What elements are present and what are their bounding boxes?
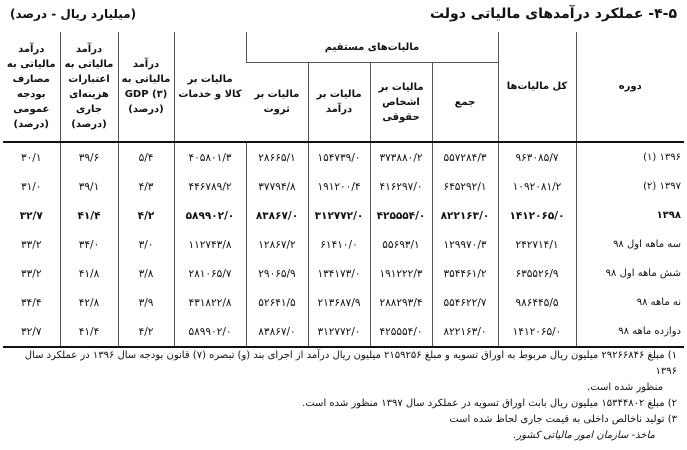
table-row: شش ماهه اول ۹۸ ۶۳۵۵۲۶/۹ ۳۵۴۴۶۱/۲ ۱۹۱۲۲۲/۳ ۱۳… xyxy=(3,259,684,288)
col-header-total: کل مالیات‌ها xyxy=(497,32,576,142)
cell-total: ۹۶۳۰۸۵/۷ xyxy=(497,141,576,172)
cell-total: ۹۸۶۴۴۵/۵ xyxy=(497,288,576,317)
cell-gdp: ۳/۰ xyxy=(117,230,174,259)
footnote-1: ۱) مبلغ ۲۹۲۶۶۸۴۶ میلیون ریال مربوط به او… xyxy=(24,350,677,377)
cell-goods: ۵۸۹۹۰۲/۰ xyxy=(173,201,246,230)
cell-sum: ۵۵۴۶۲۲/۷ xyxy=(431,288,498,317)
col-header-sum: جمع xyxy=(431,62,498,142)
col-header-ratio-gdp: درآمد مالیاتی به GDP (۳) (درصد) xyxy=(117,32,174,142)
tax-revenue-table: دوره کل مالیات‌ها مالیات‌های مستقیم مالی… xyxy=(3,32,684,348)
cell-period: دوازده ماهه ۹۸ xyxy=(575,317,684,348)
cell-period: شش ماهه اول ۹۸ xyxy=(575,259,684,288)
col-header-legal-persons: مالیات بر اشخاص حقوقی xyxy=(369,62,432,142)
header: ۴-۵- عملکرد درآمدهای مالیاتی دولت (میلیا… xyxy=(8,6,679,28)
cell-gdp: ۴/۲ xyxy=(117,201,174,230)
cell-wealth: ۲۹۰۶۵/۹ xyxy=(245,259,308,288)
cell-budget: ۳۱/۰ xyxy=(21,180,42,193)
cell-income: ۶۱۴۱۰/۰ xyxy=(307,230,370,259)
cell-wealth: ۳۷۷۹۴/۸ xyxy=(245,172,308,201)
cell-wealth: ۱۲۸۶۷/۲ xyxy=(245,230,308,259)
cell-legal: ۲۸۸۲۹۳/۴ xyxy=(369,288,432,317)
cell-income: ۲۱۳۶۸۷/۹ xyxy=(307,288,370,317)
cell-income: ۱۳۴۱۷۳/۰ xyxy=(307,259,370,288)
cell-wealth: ۵۲۶۴۱/۵ xyxy=(245,288,308,317)
cell-income: ۱۹۱۲۰۰/۴ xyxy=(307,172,370,201)
footnote-1-cont: منظور شده است. xyxy=(587,382,663,393)
cell-goods: ۴۴۶۷۸۹/۲ xyxy=(173,172,246,201)
col-header-ratio-budget: درآمد مالیاتی به مصارف بودجه عمومی (درصد… xyxy=(6,43,56,130)
cell-sum: ۸۲۲۱۶۳/۰ xyxy=(431,317,498,348)
cell-total: ۱۰۹۲۰۸۱/۲ xyxy=(497,172,576,201)
cell-period: ۱۳۹۸ xyxy=(575,201,684,230)
cell-current: ۳۴/۰ xyxy=(59,230,118,259)
cell-sum: ۸۲۲۱۶۳/۰ xyxy=(431,201,498,230)
col-header-period: دوره xyxy=(575,32,684,142)
table-row: ۱۳۹۶ (۱) ۹۶۳۰۸۵/۷ ۵۵۷۲۸۴/۳ ۳۷۳۸۸۰/۲ ۱۵۴۷۳۹/۰… xyxy=(3,141,684,172)
cell-goods: ۲۸۱۰۶۵/۷ xyxy=(173,259,246,288)
cell-current: ۴۱/۴ xyxy=(59,201,118,230)
cell-gdp: ۴/۲ xyxy=(117,317,174,348)
cell-legal: ۵۵۶۹۳/۱ xyxy=(369,230,432,259)
cell-goods: ۱۱۲۷۴۳/۸ xyxy=(173,230,246,259)
cell-legal: ۴۲۵۵۵۴/۰ xyxy=(369,201,432,230)
footnote-3: ۳) تولید ناخالص داخلی به قیمت جاری لحاظ … xyxy=(449,414,677,425)
cell-legal: ۴۱۶۲۹۷/۰ xyxy=(369,172,432,201)
cell-current: ۳۹/۶ xyxy=(59,141,118,172)
cell-current: ۴۱/۴ xyxy=(59,317,118,348)
table-row: ۱۳۹۷ (۲) ۱۰۹۲۰۸۱/۲ ۶۴۵۲۹۲/۱ ۴۱۶۲۹۷/۰ ۱۹۱۲۰۰/… xyxy=(3,172,684,201)
cell-period: سه ماهه اول ۹۸ xyxy=(575,230,684,259)
cell-current: ۴۲/۸ xyxy=(59,288,118,317)
cell-budget: ۳۲/۷ xyxy=(3,317,60,348)
cell-budget: ۳۰/۱ xyxy=(3,141,60,172)
cell-gdp: ۵/۴ xyxy=(117,141,174,172)
table-row: ۱۳۹۸ ۱۴۱۲۰۶۵/۰ ۸۲۲۱۶۳/۰ ۴۲۵۵۵۴/۰ ۳۱۲۷۷۲/۰ ۸۳۸… xyxy=(3,201,684,230)
source-note: ماخذ- سازمان امور مالیاتی کشور. xyxy=(513,430,655,441)
cell-budget: ۳۲/۷ xyxy=(19,209,43,222)
cell-wealth: ۸۳۸۶۷/۰ xyxy=(245,201,308,230)
col-header-ratio-current: درآمد مالیاتی به اعتبارات هزینه‌ای جاری … xyxy=(59,32,118,142)
col-header-goods-services: مالیات بر کالا و خدمات xyxy=(173,32,246,142)
cell-goods: ۵۸۹۹۰۲/۰ xyxy=(173,317,246,348)
cell-sum: ۵۵۷۲۸۴/۳ xyxy=(431,141,498,172)
cell-legal: ۱۹۱۲۲۲/۳ xyxy=(369,259,432,288)
footnotes: ۱) مبلغ ۲۹۲۶۶۸۴۶ میلیون ریال مربوط به او… xyxy=(10,348,677,444)
cell-sum: ۶۴۵۲۹۲/۱ xyxy=(431,172,498,201)
table-row: نه ماهه ۹۸ ۹۸۶۴۴۵/۵ ۵۵۴۶۲۲/۷ ۲۸۸۲۹۳/۴ ۲۱۳۶۸۷… xyxy=(3,288,684,317)
cell-sum: ۱۲۹۹۷۰/۳ xyxy=(431,230,498,259)
table-title: ۴-۵- عملکرد درآمدهای مالیاتی دولت xyxy=(429,6,677,22)
cell-current: ۴۱/۸ xyxy=(59,259,118,288)
cell-period: ۱۳۹۷ (۲) xyxy=(575,172,684,201)
col-header-income: مالیات بر درآمد xyxy=(307,62,370,142)
col-header-direct-taxes: مالیات‌های مستقیم xyxy=(245,32,498,63)
cell-sum: ۳۵۴۴۶۱/۲ xyxy=(431,259,498,288)
cell-wealth: ۲۸۶۶۵/۱ xyxy=(245,141,308,172)
cell-income: ۳۱۲۷۷۲/۰ xyxy=(307,317,370,348)
table-row: سه ماهه اول ۹۸ ۲۴۲۷۱۴/۱ ۱۲۹۹۷۰/۳ ۵۵۶۹۳/۱ ۶۱۴… xyxy=(3,230,684,259)
cell-goods: ۴۰۵۸۰۱/۳ xyxy=(173,141,246,172)
cell-budget: ۳۴/۴ xyxy=(21,296,42,309)
cell-period: نه ماهه ۹۸ xyxy=(575,288,684,317)
cell-wealth: ۸۳۸۶۷/۰ xyxy=(245,317,308,348)
unit-label: (میلیارد ریال - درصد) xyxy=(10,7,137,21)
cell-total: ۲۴۲۷۱۴/۱ xyxy=(497,230,576,259)
cell-budget: ۳۳/۲ xyxy=(21,267,42,280)
cell-legal: ۴۲۵۵۵۴/۰ xyxy=(369,317,432,348)
table-row: دوازده ماهه ۹۸ ۱۴۱۲۰۶۵/۰ ۸۲۲۱۶۳/۰ ۴۲۵۵۵۴/۰ ۳… xyxy=(3,317,684,348)
cell-budget: ۳۳/۲ xyxy=(21,238,42,251)
cell-legal: ۳۷۳۸۸۰/۲ xyxy=(369,141,432,172)
cell-gdp: ۳/۹ xyxy=(117,288,174,317)
cell-period: ۱۳۹۶ (۱) xyxy=(575,141,684,172)
cell-current: ۳۹/۱ xyxy=(59,172,118,201)
cell-total: ۱۴۱۲۰۶۵/۰ xyxy=(497,201,576,230)
cell-income: ۱۵۴۷۳۹/۰ xyxy=(307,141,370,172)
cell-gdp: ۴/۳ xyxy=(117,172,174,201)
cell-total: ۶۳۵۵۲۶/۹ xyxy=(497,259,576,288)
col-header-wealth: مالیات بر ثروت xyxy=(254,89,300,115)
cell-income: ۳۱۲۷۷۲/۰ xyxy=(307,201,370,230)
footnote-2: ۲) مبلغ ۱۵۳۴۴۸۰۲ میلیون ریال بابت اوراق … xyxy=(302,398,677,409)
cell-total: ۱۴۱۲۰۶۵/۰ xyxy=(497,317,576,348)
cell-goods: ۴۳۱۸۲۲/۸ xyxy=(173,288,246,317)
cell-gdp: ۳/۸ xyxy=(117,259,174,288)
